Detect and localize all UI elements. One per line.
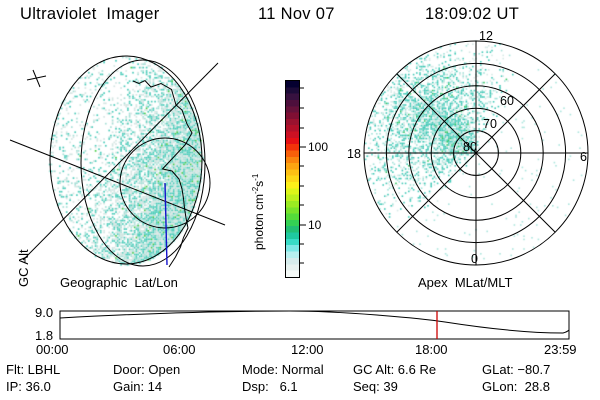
svg-text:60: 60 [500, 94, 514, 108]
svg-text:0: 0 [471, 252, 478, 266]
svg-text:12: 12 [479, 29, 493, 43]
svg-text:70: 70 [483, 117, 497, 131]
svg-text:6: 6 [580, 150, 587, 164]
svg-text:18: 18 [347, 147, 361, 161]
svg-text:80: 80 [463, 140, 477, 154]
